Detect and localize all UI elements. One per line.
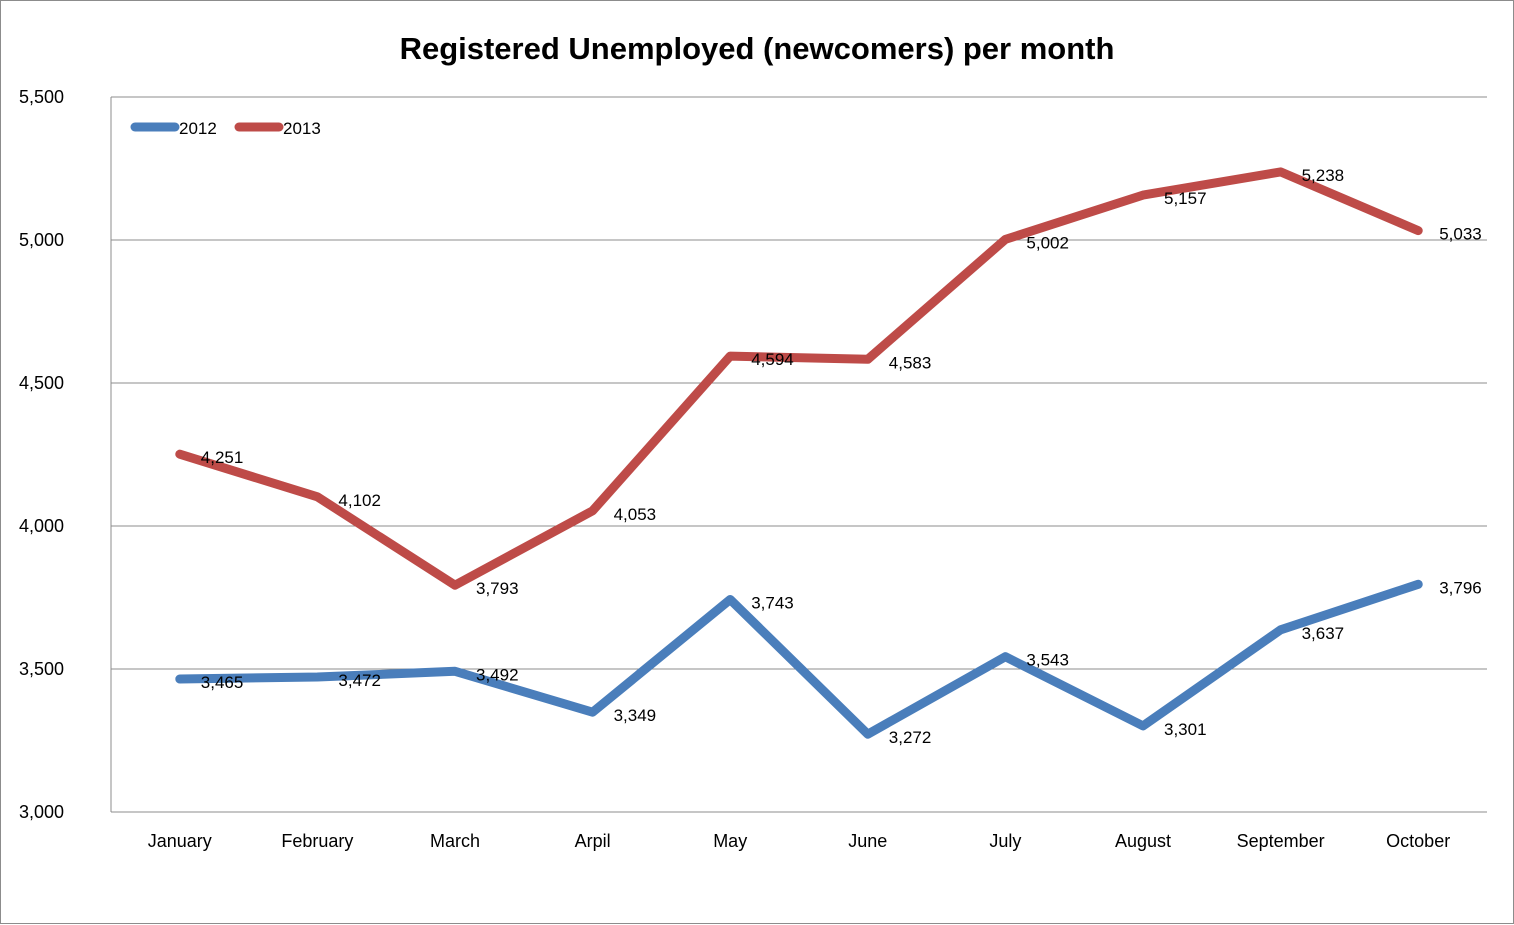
x-tick-label: October: [1386, 831, 1450, 851]
data-label-2013: 4,251: [201, 448, 244, 467]
x-tick-label: February: [281, 831, 353, 851]
gridlines: [111, 96, 1487, 670]
data-label-2013: 5,238: [1302, 166, 1345, 185]
data-point-2013: [590, 508, 595, 513]
x-tick-label: March: [430, 831, 480, 851]
data-label-2013: 5,157: [1164, 189, 1207, 208]
x-tick-label: May: [713, 831, 747, 851]
x-tick-label: July: [989, 831, 1021, 851]
data-label-2012: 3,492: [476, 665, 519, 684]
data-label-2012: 3,743: [751, 594, 794, 613]
data-point-2013: [1416, 228, 1421, 233]
data-point-2012: [590, 710, 595, 715]
y-tick-label: 5,000: [19, 230, 64, 250]
data-point-2012: [728, 597, 733, 602]
data-label-2013: 4,583: [889, 353, 932, 372]
data-label-2012: 3,301: [1164, 720, 1207, 739]
chart-title: Registered Unemployed (newcomers) per mo…: [400, 31, 1115, 66]
data-label-2012: 3,472: [338, 671, 381, 690]
y-tick-label: 4,500: [19, 373, 64, 393]
data-label-2012: 3,465: [201, 673, 244, 692]
data-point-2013: [865, 357, 870, 362]
y-tick-label: 3,000: [19, 802, 64, 822]
series-lines: [175, 167, 1423, 739]
data-point-2012: [1416, 582, 1421, 587]
data-label-2013: 5,002: [1026, 233, 1069, 252]
legend: 2012 2013: [130, 119, 321, 138]
data-point-2012: [177, 677, 182, 682]
x-tick-label: Arpil: [575, 831, 611, 851]
data-label-2013: 4,053: [614, 505, 657, 524]
data-point-2013: [177, 452, 182, 457]
data-labels: 3,465 3,472 3,492 3,349 3,743 3,272 3,543 3,301…: [201, 166, 1482, 747]
data-label-2012: 3,349: [614, 706, 657, 725]
data-label-2012: 3,796: [1439, 578, 1482, 597]
data-label-2012: 3,272: [889, 728, 932, 747]
data-label-2012: 3,637: [1302, 624, 1345, 643]
data-point-2013: [453, 583, 457, 588]
legend-label-2013: 2013: [283, 119, 321, 138]
data-label-2013: 4,594: [751, 350, 794, 369]
legend-label-2012: 2012: [179, 119, 217, 138]
x-tick-label: September: [1237, 831, 1325, 851]
data-point-2012: [315, 675, 320, 680]
series-line-2013: [175, 167, 1423, 590]
data-point-2013: [728, 354, 733, 359]
y-tick-label: 5,500: [19, 87, 64, 107]
data-point-2013: [1003, 237, 1008, 242]
axes: 3,000 3,500 4,000 4,500 5,000 5,500 January Feb…: [19, 87, 1487, 851]
data-point-2013: [1278, 169, 1283, 174]
data-point-2012: [1003, 654, 1008, 659]
data-point-2013: [315, 494, 320, 499]
data-point-2012: [1278, 627, 1283, 632]
x-tick-label: June: [848, 831, 887, 851]
data-point-2012: [453, 669, 457, 674]
data-point-2013: [1141, 193, 1145, 198]
data-label-2013: 3,793: [476, 579, 519, 598]
data-point-2012: [865, 732, 870, 737]
data-label-2013: 4,102: [338, 491, 381, 510]
x-tick-label: January: [148, 831, 212, 851]
series-line-2012: [175, 579, 1423, 739]
data-label-2013: 5,033: [1439, 225, 1482, 244]
data-label-2012: 3,543: [1026, 651, 1069, 670]
x-tick-label: August: [1115, 831, 1171, 851]
y-tick-label: 4,000: [19, 516, 64, 536]
y-tick-label: 3,500: [19, 659, 64, 679]
data-point-2012: [1141, 723, 1145, 728]
